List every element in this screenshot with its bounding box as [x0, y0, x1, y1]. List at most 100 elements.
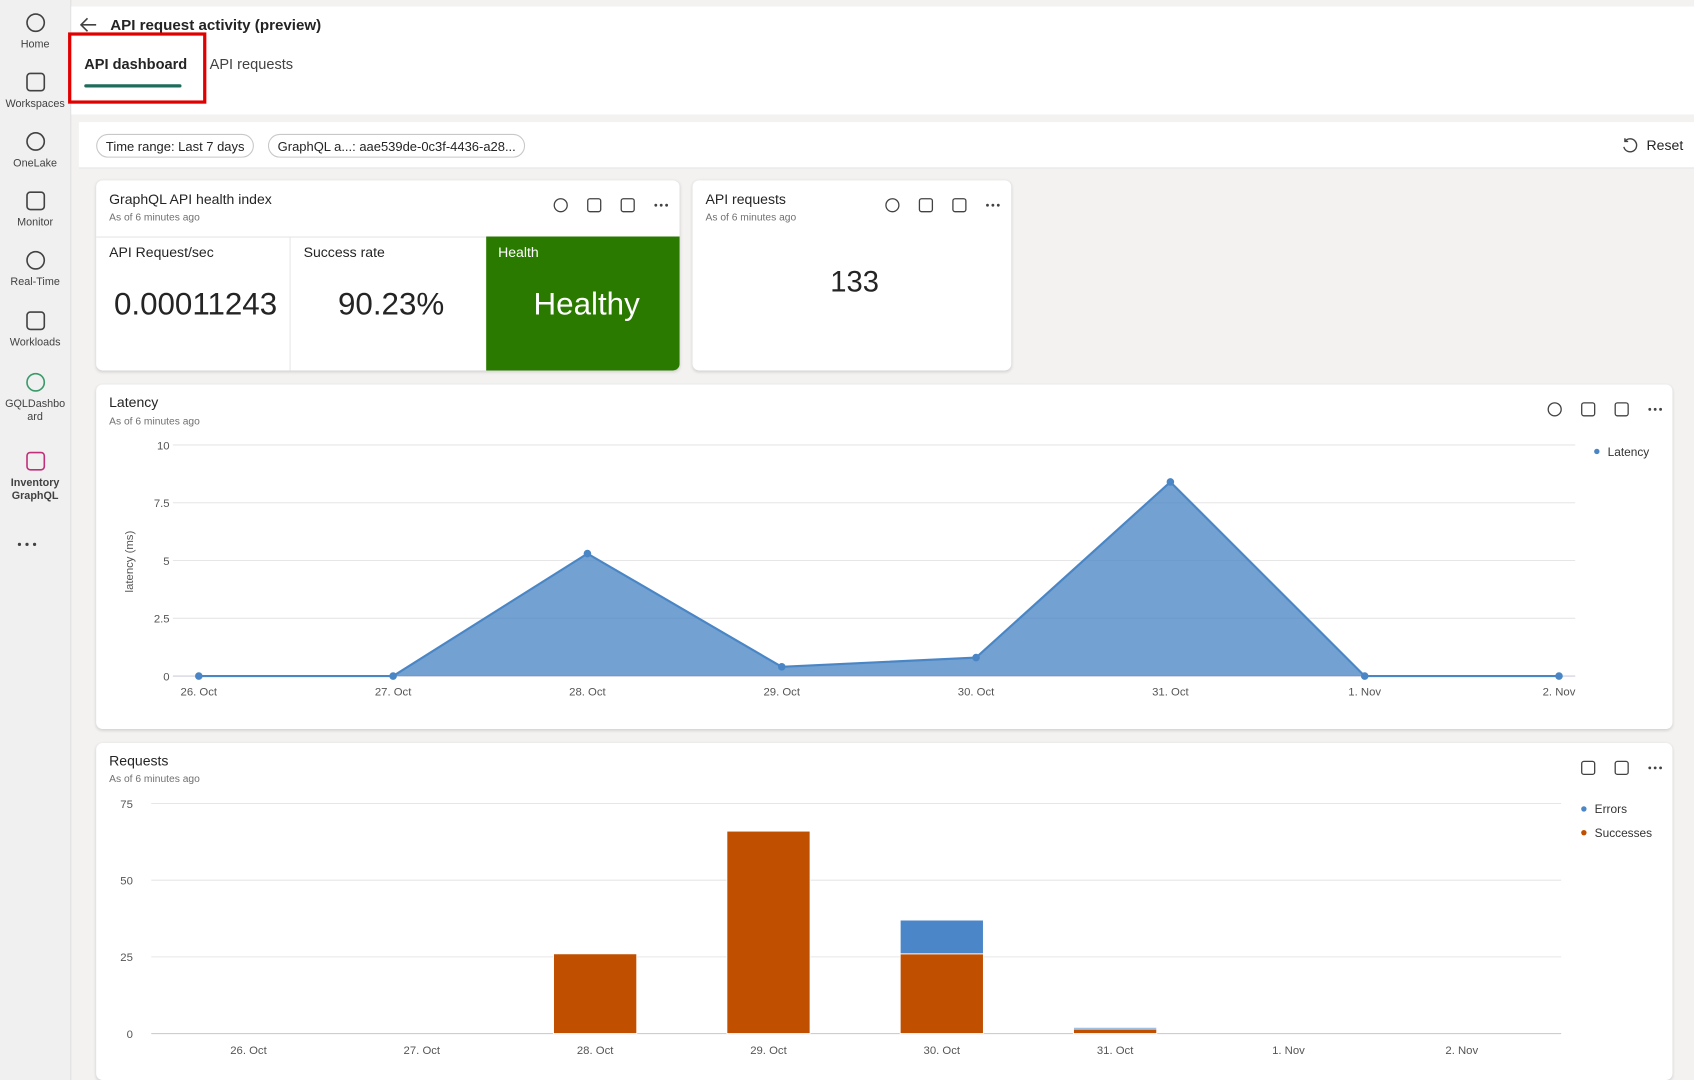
nav-label: Home: [20, 38, 50, 51]
dot: [1659, 407, 1662, 411]
nav-icon: [25, 13, 45, 33]
icon: [620, 198, 635, 213]
y-tick-label: 10: [157, 440, 170, 452]
nav-icon: [25, 250, 45, 270]
more-menu[interactable]: [17, 542, 37, 546]
card-subtitle: As of 6 minutes ago: [109, 211, 200, 224]
icon: [587, 198, 602, 213]
area: [198, 481, 1560, 677]
reset-button[interactable]: Reset: [1646, 137, 1684, 154]
metric-label: API Request/sec: [109, 244, 214, 261]
toolbar[interactable]: [1581, 760, 1662, 776]
y-tick-label: 2.5: [154, 614, 170, 626]
y-tick-label: 5: [163, 556, 169, 568]
reset-icon[interactable]: [1621, 137, 1640, 154]
chart-subtitle: As of 6 minutes ago: [109, 773, 200, 786]
legend-label[interactable]: Errors: [1595, 802, 1627, 816]
x-tick-label: 26. Oct: [230, 1045, 267, 1057]
x-tick-label: 27. Oct: [375, 687, 412, 699]
nav-icon: [25, 191, 45, 211]
tab-indicator: [84, 84, 182, 88]
dot: [25, 542, 29, 546]
tab[interactable]: API requests: [209, 56, 294, 73]
header-area: [71, 6, 1694, 115]
nav-item[interactable]: Monitor: [0, 189, 70, 230]
y-tick-label: 0: [127, 1029, 133, 1041]
x-tick-label: 27. Oct: [404, 1045, 441, 1057]
dot: [986, 203, 989, 207]
metric-value: 0.00011243: [113, 287, 278, 322]
x-tick-label: 1. Nov: [1272, 1045, 1305, 1057]
toolbar[interactable]: [885, 198, 1000, 213]
legend-marker: [1581, 806, 1587, 812]
icon: [1581, 760, 1596, 776]
x-tick-label: 28. Oct: [569, 687, 606, 699]
dot: [1648, 407, 1652, 411]
x-tick-label: 28. Oct: [577, 1045, 614, 1057]
legend-label[interactable]: Successes: [1595, 826, 1652, 840]
nav-item[interactable]: Workloads: [0, 309, 70, 350]
nav-label: Inventory GraphQL: [10, 477, 60, 503]
nav-icon: [25, 451, 45, 471]
metric-value: Healthy: [533, 287, 640, 322]
x-tick-label: 1. Nov: [1348, 687, 1381, 699]
nav-icon: [25, 311, 45, 331]
legend-label[interactable]: Latency: [1608, 445, 1650, 459]
dot: [996, 203, 1000, 207]
icon: [885, 198, 900, 213]
point: [972, 653, 980, 662]
chart-subtitle: As of 6 minutes ago: [109, 415, 200, 428]
dot: [1648, 766, 1652, 770]
health-tile: [486, 236, 680, 371]
x-tick-label: 2. Nov: [1445, 1045, 1478, 1057]
nav-icon: [25, 72, 45, 92]
point: [1555, 672, 1563, 680]
y-tick-label: 75: [120, 799, 133, 811]
card-title: GraphQL API health index: [109, 191, 272, 208]
x-tick-label: 30. Oct: [924, 1045, 961, 1057]
filter-pill[interactable]: GraphQL a...: aae539de-0c3f-4436-a28...: [267, 133, 526, 158]
icon: [1547, 402, 1562, 417]
point: [583, 549, 592, 558]
nav-icon: [25, 372, 45, 392]
x-tick-label: 30. Oct: [958, 687, 995, 699]
y-tick-label: 50: [120, 876, 133, 888]
nav-item[interactable]: Workspaces: [0, 70, 70, 111]
icon: [1581, 402, 1596, 417]
dot: [991, 203, 995, 207]
nav-item[interactable]: OneLake: [0, 130, 70, 171]
dot: [1653, 407, 1657, 411]
point: [1360, 672, 1369, 680]
nav-item[interactable]: Inventory GraphQL: [0, 449, 70, 503]
toolbar[interactable]: [1547, 402, 1662, 417]
divider: [96, 236, 680, 238]
icon: [918, 198, 934, 213]
chart-title: Requests: [109, 752, 169, 769]
legend-marker: [1594, 448, 1600, 455]
nav-label: Workspaces: [5, 98, 65, 111]
page-title: API request activity (preview): [110, 16, 322, 34]
back-arrow[interactable]: [78, 15, 100, 34]
legend-marker: [1581, 829, 1587, 836]
y-axis-title: latency (ms): [124, 531, 136, 593]
tab[interactable]: API dashboard: [84, 56, 188, 73]
nav-item[interactable]: Real-Time: [0, 248, 70, 289]
highlight-box: [68, 32, 207, 104]
bar: [1073, 1026, 1158, 1030]
requests-panel: [96, 743, 1673, 1080]
nav-item[interactable]: GQLDashboard: [0, 370, 70, 424]
nav-item[interactable]: Home: [0, 11, 70, 52]
divider: [289, 236, 291, 371]
point: [777, 663, 786, 671]
filter-pill[interactable]: Time range: Last 7 days: [96, 133, 255, 158]
icon: [952, 198, 967, 213]
nav-label: Real-Time: [10, 276, 60, 289]
bar: [899, 953, 984, 1034]
toolbar[interactable]: [553, 198, 669, 213]
x-tick-label: 31. Oct: [1097, 1045, 1134, 1057]
icon: [1614, 402, 1629, 417]
bar: [1073, 1028, 1158, 1034]
